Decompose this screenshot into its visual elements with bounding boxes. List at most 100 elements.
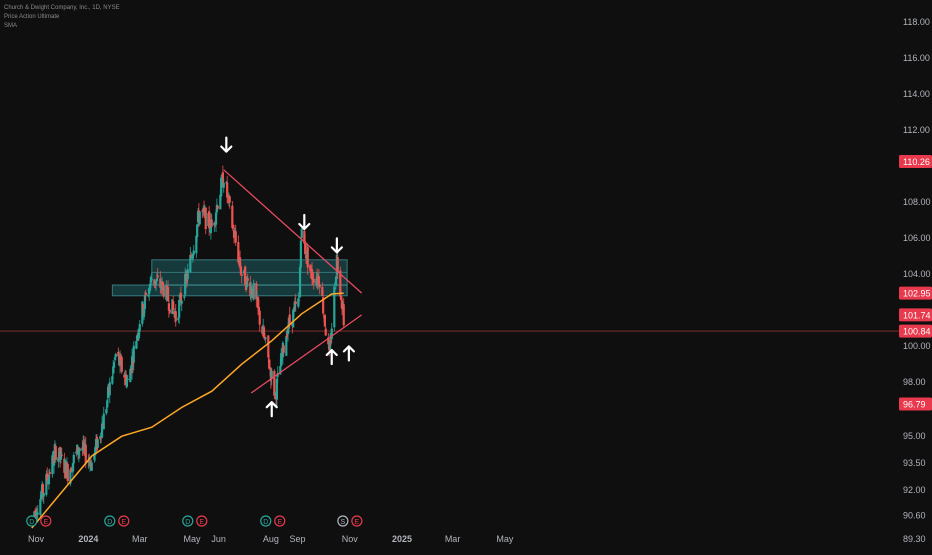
candle-body-97 xyxy=(148,288,151,294)
candle-body-183 xyxy=(250,289,254,295)
x-tick-label-8: 2025 xyxy=(392,534,412,544)
candle-body-147 xyxy=(208,211,211,229)
candle-body-121 xyxy=(177,317,180,321)
candle-body-79 xyxy=(125,379,129,387)
candle-body-185 xyxy=(252,283,255,300)
candle-body-188 xyxy=(256,296,260,309)
split-event-icon xyxy=(337,515,349,527)
dividend-event-icon xyxy=(26,515,38,527)
candle-body-114 xyxy=(167,303,171,311)
indicator-label-price-action[interactable]: Price Action Ultimate xyxy=(4,14,60,20)
indicator-label-sma[interactable]: SMA xyxy=(4,23,18,29)
arrow-up-icon xyxy=(265,401,278,418)
candle-body-197 xyxy=(268,359,271,369)
candle-body-65 xyxy=(108,382,111,396)
candle-body-86 xyxy=(135,340,138,349)
candle-body-58 xyxy=(100,423,104,438)
candle-body-171 xyxy=(237,242,240,263)
candle-body-85 xyxy=(132,345,135,363)
candle-body-108 xyxy=(160,281,164,291)
dividend-event-icon xyxy=(182,515,194,527)
candle-body-113 xyxy=(166,287,170,301)
candle-body-239 xyxy=(317,276,320,285)
candle-body-155 xyxy=(216,206,219,209)
event-icon-letter: S xyxy=(341,519,346,526)
dividend-event-icon xyxy=(260,515,272,527)
candle-body-180 xyxy=(246,278,249,281)
y-tick-label-10: 93.50 xyxy=(903,458,926,468)
arrow-up-icon xyxy=(342,345,355,362)
price-label-3: 100.84 xyxy=(903,327,931,337)
candle-body-160 xyxy=(222,182,225,188)
candle-body-186 xyxy=(255,283,258,300)
y-tick-label-13: 89.30 xyxy=(903,534,926,544)
candle-body-51 xyxy=(93,453,96,460)
candle-body-95 xyxy=(144,292,147,296)
candle-body-1 xyxy=(33,511,36,517)
candle-body-215 xyxy=(288,314,291,324)
candle-body-226 xyxy=(303,230,306,244)
candle-body-201 xyxy=(273,370,276,396)
y-tick-label-5: 106.00 xyxy=(903,233,931,243)
candle-body-5 xyxy=(36,512,39,515)
candle-body-130 xyxy=(186,269,189,280)
candle-body-67 xyxy=(112,366,115,374)
candle-body-177 xyxy=(244,266,247,286)
y-tick-label-9: 95.00 xyxy=(903,431,926,441)
candle-body-202 xyxy=(274,392,277,394)
chart-legend: Church & Dwight Company, Inc., 1D, NYSE … xyxy=(4,4,120,31)
candle-body-206 xyxy=(279,366,282,375)
candle-body-157 xyxy=(220,177,223,197)
candle-body-131 xyxy=(189,255,192,273)
candle-body-213 xyxy=(286,328,290,335)
candle-body-115 xyxy=(168,309,171,313)
price-label-bg-1 xyxy=(899,286,932,300)
candle-body-166 xyxy=(231,205,234,228)
event-icon-letter: E xyxy=(199,519,204,526)
candle-body-200 xyxy=(270,370,273,379)
candle-body-101 xyxy=(153,279,156,285)
candle-body-33 xyxy=(70,471,74,473)
candle-body-198 xyxy=(268,367,272,369)
x-tick-label-2: Mar xyxy=(132,534,148,544)
candle-body-103 xyxy=(154,280,158,285)
candle-body-132 xyxy=(190,255,193,258)
candle-body-248 xyxy=(328,341,332,349)
event-icon-letter: D xyxy=(263,519,268,526)
candle-body-165 xyxy=(228,196,231,203)
price-label-bg-2 xyxy=(899,308,932,322)
earnings-event-icon xyxy=(40,515,52,527)
candle-body-156 xyxy=(219,194,222,210)
candle-body-140 xyxy=(198,211,201,225)
candle-body-246 xyxy=(327,337,330,345)
x-tick-label-6: Sep xyxy=(289,534,305,544)
candle-body-66 xyxy=(111,376,114,384)
candle-body-193 xyxy=(262,327,266,338)
candle-body-217 xyxy=(292,309,295,328)
candle-body-109 xyxy=(161,282,165,286)
candle-body-71 xyxy=(117,351,120,357)
candle-body-174 xyxy=(239,266,242,275)
candle-body-257 xyxy=(340,296,343,301)
arrow-up-icon xyxy=(325,348,338,366)
price-label-bg-0 xyxy=(899,155,932,169)
candle-body-250 xyxy=(330,328,333,340)
candle-body-11 xyxy=(45,474,48,495)
supply-zone-0 xyxy=(111,284,348,297)
candle-body-241 xyxy=(321,286,324,296)
candle-body-179 xyxy=(245,276,248,288)
candle-body-210 xyxy=(282,345,285,353)
candle-body-189 xyxy=(257,306,260,311)
candle-body-12 xyxy=(46,473,49,481)
x-tick-label-1: 2024 xyxy=(78,534,98,544)
candle-body-153 xyxy=(214,212,218,225)
candle-body-245 xyxy=(324,328,327,336)
candle-body-162 xyxy=(226,182,229,198)
candle-body-244 xyxy=(323,314,326,327)
candle-body-235 xyxy=(312,278,315,284)
earnings-event-icon xyxy=(118,515,130,527)
y-tick-label-2: 114.00 xyxy=(903,89,930,99)
price-label-2: 101.74 xyxy=(903,310,931,320)
